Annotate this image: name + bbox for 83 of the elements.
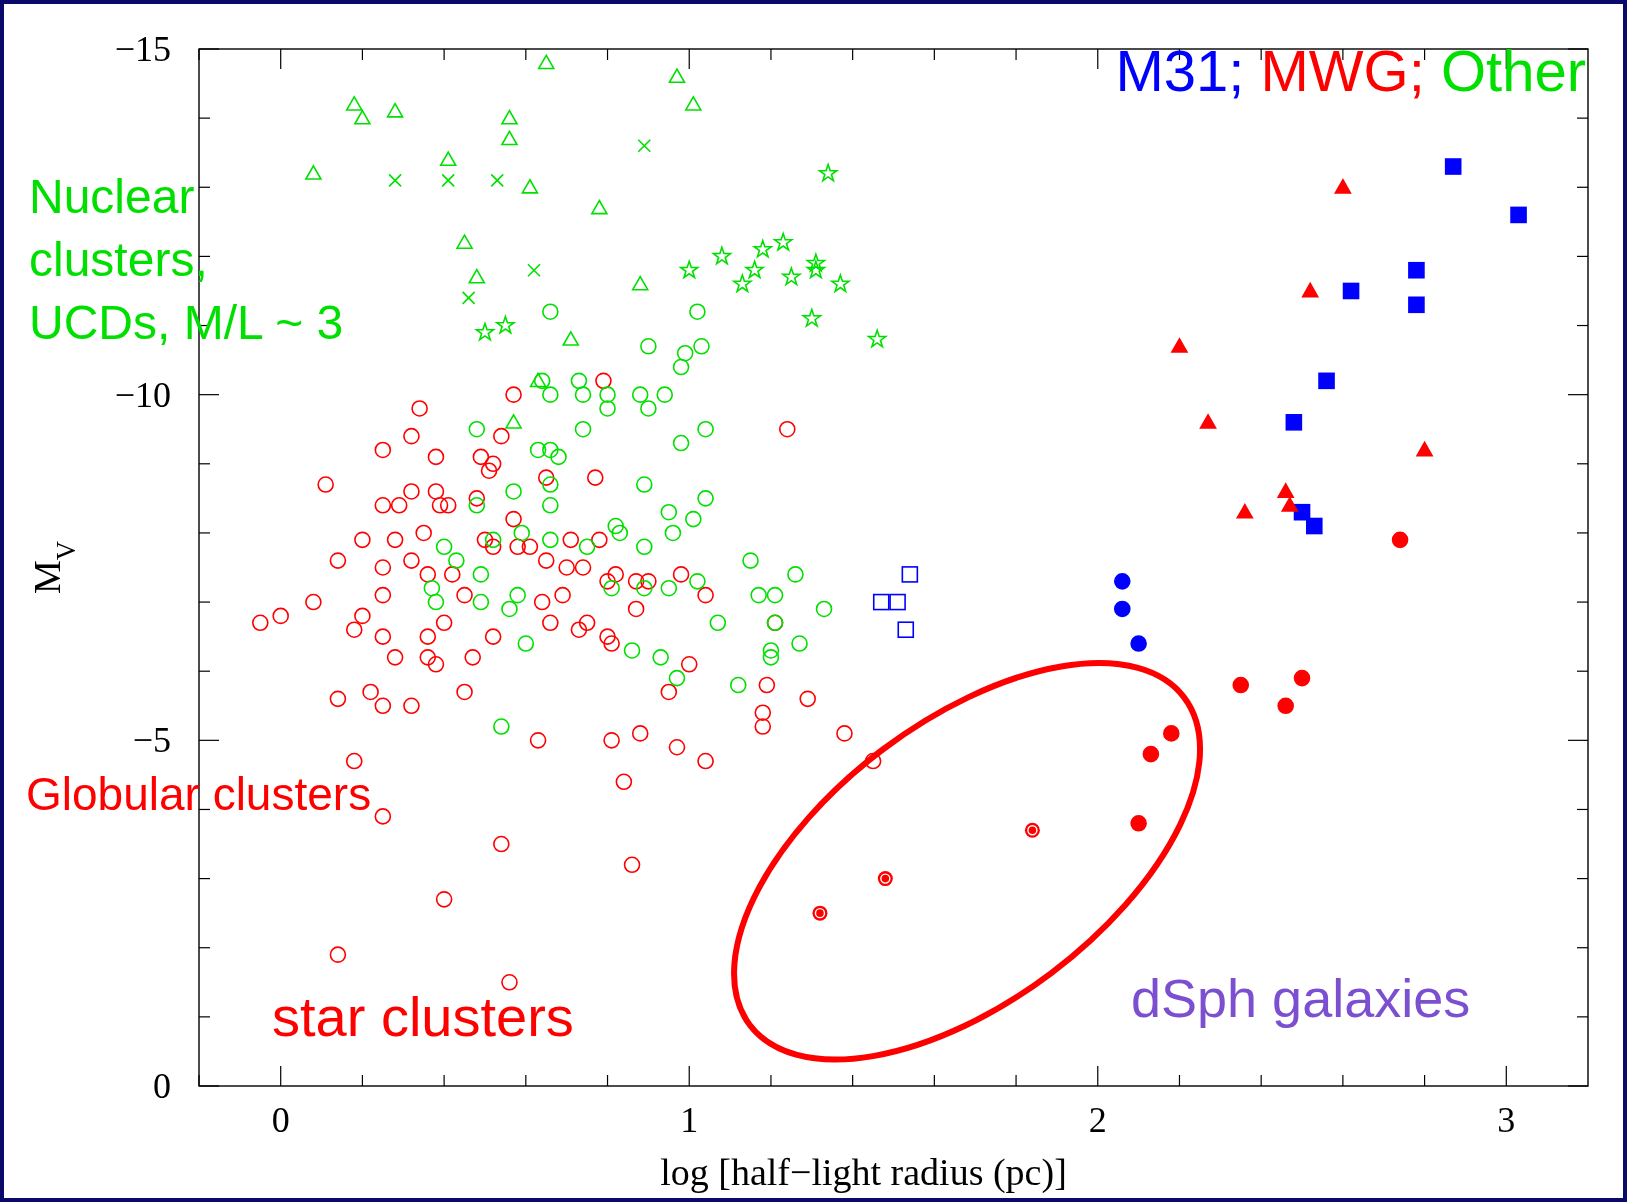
point bbox=[1416, 441, 1433, 457]
point bbox=[461, 291, 476, 305]
point bbox=[631, 275, 649, 291]
point bbox=[529, 372, 547, 388]
point bbox=[1408, 296, 1425, 314]
point bbox=[537, 54, 555, 70]
point bbox=[732, 274, 752, 293]
point bbox=[475, 322, 495, 341]
point bbox=[1391, 531, 1409, 549]
point bbox=[521, 178, 539, 194]
point bbox=[1408, 261, 1425, 279]
point bbox=[1171, 337, 1188, 353]
point bbox=[818, 163, 838, 182]
point bbox=[562, 331, 580, 346]
point bbox=[305, 165, 322, 180]
point bbox=[386, 102, 404, 118]
x-tick-label: 2 bbox=[1088, 1100, 1107, 1140]
text: M31; bbox=[1115, 38, 1245, 103]
point bbox=[501, 109, 518, 125]
point bbox=[1236, 503, 1254, 519]
x-axis-title: log [half−light radius (pc)] bbox=[660, 1151, 1067, 1194]
point bbox=[1163, 725, 1180, 742]
point bbox=[806, 260, 826, 279]
point bbox=[1199, 414, 1217, 429]
point bbox=[753, 239, 773, 258]
point bbox=[637, 138, 652, 153]
point bbox=[889, 593, 906, 611]
annotation: dSph galaxies bbox=[1131, 968, 1471, 1028]
point bbox=[496, 315, 515, 334]
point bbox=[1130, 814, 1147, 832]
point bbox=[1277, 483, 1294, 498]
point bbox=[468, 268, 486, 284]
y-tick-label: −5 bbox=[132, 720, 171, 761]
point bbox=[354, 109, 371, 125]
point bbox=[712, 246, 732, 265]
point bbox=[1444, 158, 1462, 175]
x-tick-label: 3 bbox=[1497, 1100, 1516, 1140]
point bbox=[527, 263, 541, 278]
point bbox=[1285, 414, 1303, 431]
point bbox=[782, 267, 801, 286]
point bbox=[1130, 635, 1147, 652]
point bbox=[345, 96, 363, 111]
point bbox=[441, 173, 455, 188]
x-tick-label: 1 bbox=[680, 1100, 699, 1140]
point bbox=[1510, 206, 1527, 224]
point bbox=[1142, 745, 1160, 763]
y-tick-label: −10 bbox=[114, 374, 171, 415]
point bbox=[668, 68, 686, 84]
point bbox=[1113, 573, 1131, 590]
text: Other bbox=[1440, 38, 1586, 103]
point bbox=[490, 173, 505, 188]
point bbox=[1334, 178, 1352, 194]
series-label: MWG; bbox=[1260, 38, 1425, 103]
point bbox=[1318, 372, 1335, 390]
annotation: star clusters bbox=[272, 985, 574, 1048]
point bbox=[1232, 676, 1250, 694]
point bbox=[831, 274, 850, 293]
point bbox=[456, 234, 473, 249]
point bbox=[685, 96, 702, 111]
point bbox=[388, 173, 402, 188]
point bbox=[1293, 669, 1311, 687]
point bbox=[439, 151, 457, 167]
point bbox=[501, 130, 518, 146]
point bbox=[505, 414, 522, 429]
y-tick-label: −15 bbox=[114, 29, 171, 69]
point bbox=[1277, 697, 1294, 715]
point bbox=[872, 593, 890, 611]
point bbox=[1281, 496, 1299, 512]
point bbox=[901, 566, 919, 583]
point bbox=[745, 260, 764, 279]
x-tick-label: 0 bbox=[271, 1100, 290, 1140]
point bbox=[802, 308, 822, 327]
y-tick-label: 0 bbox=[153, 1066, 171, 1106]
point bbox=[1305, 517, 1323, 535]
point bbox=[679, 260, 699, 279]
point bbox=[591, 199, 608, 215]
point bbox=[1113, 600, 1131, 618]
point bbox=[773, 232, 793, 251]
point bbox=[1342, 282, 1360, 300]
point bbox=[806, 253, 826, 272]
point bbox=[867, 329, 887, 348]
point bbox=[897, 621, 915, 639]
point bbox=[1301, 282, 1319, 298]
